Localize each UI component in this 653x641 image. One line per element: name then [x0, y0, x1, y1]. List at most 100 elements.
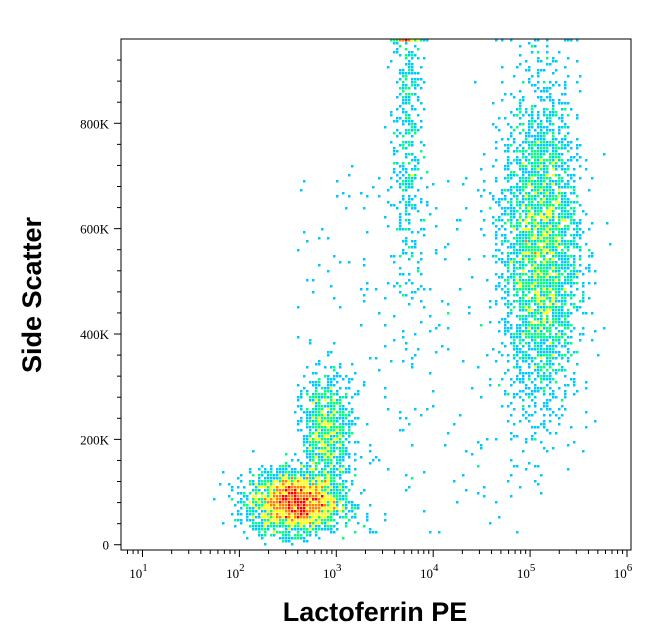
event-dot — [573, 303, 576, 306]
event-dot — [573, 186, 576, 189]
event-dot — [543, 141, 546, 144]
event-dot — [558, 387, 561, 390]
event-dot — [300, 492, 303, 495]
event-dot — [330, 504, 333, 507]
event-dot — [339, 516, 342, 519]
event-dot — [516, 315, 519, 318]
event-dot — [525, 468, 528, 471]
event-dot — [546, 450, 549, 453]
event-dot — [348, 501, 351, 504]
event-dot — [303, 441, 306, 444]
event-dot — [594, 282, 597, 285]
event-dot — [564, 201, 567, 204]
event-dot — [393, 51, 396, 54]
event-dot — [363, 384, 366, 387]
event-dot — [540, 255, 543, 258]
event-dot — [408, 54, 411, 57]
event-dot — [516, 288, 519, 291]
event-dot — [318, 411, 321, 414]
event-dot — [513, 288, 516, 291]
event-dot — [321, 447, 324, 450]
event-dot — [411, 81, 414, 84]
event-dot — [318, 414, 321, 417]
event-dot — [552, 174, 555, 177]
event-dot — [333, 384, 336, 387]
event-dot — [486, 438, 489, 441]
event-dot — [264, 468, 267, 471]
event-dot — [519, 486, 522, 489]
event-dot — [330, 489, 333, 492]
event-dot — [339, 510, 342, 513]
event-dot — [543, 447, 546, 450]
event-dot — [540, 147, 543, 150]
event-dot — [366, 288, 369, 291]
event-dot — [582, 300, 585, 303]
event-dot — [510, 252, 513, 255]
event-dot — [558, 51, 561, 54]
event-dot — [357, 522, 360, 525]
event-dot — [300, 489, 303, 492]
event-dot — [393, 39, 396, 42]
event-dot — [288, 492, 291, 495]
event-dot — [531, 168, 534, 171]
event-dot — [291, 501, 294, 504]
event-dot — [291, 528, 294, 531]
event-dot — [528, 216, 531, 219]
event-dot — [528, 198, 531, 201]
event-dot — [501, 378, 504, 381]
event-dot — [492, 348, 495, 351]
event-dot — [528, 204, 531, 207]
event-dot — [558, 99, 561, 102]
event-dot — [276, 531, 279, 534]
event-dot — [408, 177, 411, 180]
event-dot — [495, 141, 498, 144]
event-dot — [342, 510, 345, 513]
event-dot — [291, 495, 294, 498]
event-dot — [300, 189, 303, 192]
event-dot — [345, 432, 348, 435]
event-dot — [345, 438, 348, 441]
event-dot — [498, 198, 501, 201]
event-dot — [405, 252, 408, 255]
event-dot — [330, 471, 333, 474]
event-dot — [384, 345, 387, 348]
event-dot — [558, 156, 561, 159]
event-dot — [393, 255, 396, 258]
event-dot — [258, 498, 261, 501]
event-dot — [546, 291, 549, 294]
event-dot — [537, 231, 540, 234]
event-dot — [258, 516, 261, 519]
event-dot — [564, 324, 567, 327]
event-dot — [537, 264, 540, 267]
event-dot — [525, 159, 528, 162]
event-dot — [528, 114, 531, 117]
event-dot — [534, 237, 537, 240]
event-dot — [516, 147, 519, 150]
event-dot — [273, 486, 276, 489]
event-dot — [261, 516, 264, 519]
event-dot — [306, 480, 309, 483]
event-dot — [534, 186, 537, 189]
event-dot — [531, 84, 534, 87]
event-dot — [537, 270, 540, 273]
event-dot — [561, 345, 564, 348]
event-dot — [306, 420, 309, 423]
event-dot — [564, 93, 567, 96]
event-dot — [309, 459, 312, 462]
event-dot — [567, 309, 570, 312]
event-dot — [567, 324, 570, 327]
event-dot — [288, 465, 291, 468]
event-dot — [384, 519, 387, 522]
event-dot — [432, 405, 435, 408]
event-dot — [399, 117, 402, 120]
event-dot — [540, 276, 543, 279]
event-dot — [537, 276, 540, 279]
event-dot — [405, 240, 408, 243]
event-dot — [552, 105, 555, 108]
event-dot — [348, 381, 351, 384]
event-dot — [516, 531, 519, 534]
event-dot — [552, 114, 555, 117]
event-dot — [264, 507, 267, 510]
event-dot — [333, 474, 336, 477]
event-dot — [546, 96, 549, 99]
